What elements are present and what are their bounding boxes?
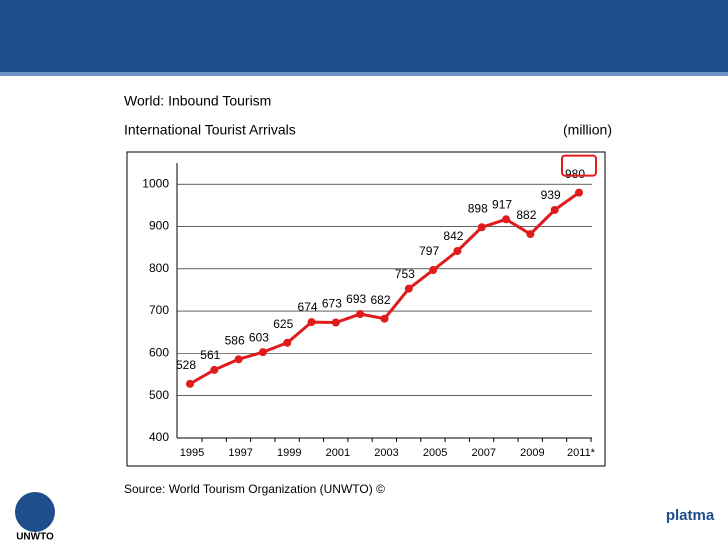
data-label: 842 [443,229,463,243]
x-tick-label: 2011* [567,447,596,459]
logo-right: platma [666,507,715,524]
x-tick-label: 2005 [423,447,447,459]
data-label: 980 [565,167,585,181]
chart-title: World: Inbound Tourism [124,93,271,109]
data-label: 561 [200,348,220,362]
data-label: 603 [249,330,269,344]
data-point [502,215,511,224]
data-label: 917 [492,197,512,211]
data-point [307,318,316,327]
y-tick-label: 800 [149,261,169,275]
data-point [477,223,486,232]
data-point [429,266,438,275]
source-note: Source: World Tourism Organization (UNWT… [124,482,385,496]
data-label: 797 [419,244,439,258]
data-label: 586 [225,333,245,347]
data-label: 674 [298,300,318,314]
y-tick-label: 500 [149,388,169,402]
data-point [575,188,583,197]
x-tick-label: 1999 [277,447,301,459]
unwto-globe [15,492,55,532]
plot: 400 500 600 700 800 900 1000 528 561 586 603 625 674… [142,154,597,459]
data-point [283,338,292,347]
y-tick-label: 700 [149,303,169,317]
x-tick-label: 2001 [326,447,350,459]
data-point [186,379,194,388]
data-point [526,230,535,239]
data-point [210,365,219,374]
data-label: 753 [395,267,415,281]
x-tick-label: 2003 [374,447,398,459]
data-label: 682 [370,293,390,307]
data-point [356,310,365,319]
header-band [0,0,728,72]
logo-left: UNWTO [16,532,54,543]
data-label: 673 [322,297,342,311]
data-label: 882 [516,208,536,222]
data-point [453,247,462,255]
y-tick-label: 400 [149,430,169,444]
data-point [550,205,559,214]
header-stripe [0,72,728,76]
y-tick-label: 600 [149,346,169,360]
x-tick-label: 2009 [520,447,544,459]
plot-frame [126,151,606,467]
y-tick-label: 1000 [142,176,169,190]
data-label: 528 [176,358,196,372]
x-tick-label: 1995 [180,447,204,459]
data-point [404,284,413,293]
data-label: 625 [273,317,293,331]
x-tick-label: 2007 [472,447,496,459]
data-point [331,318,340,327]
chart-subtitle: International Tourist Arrivals [124,122,296,138]
data-label: 693 [346,292,366,306]
x-tick-label: 1997 [228,447,252,459]
data-point [258,348,267,357]
data-point [234,355,243,364]
unit-label: (million) [563,122,612,138]
y-tick-label: 900 [149,219,169,233]
highlight-box [561,154,597,177]
data-point [380,314,389,323]
data-label: 939 [541,188,561,202]
data-label: 898 [468,201,488,215]
